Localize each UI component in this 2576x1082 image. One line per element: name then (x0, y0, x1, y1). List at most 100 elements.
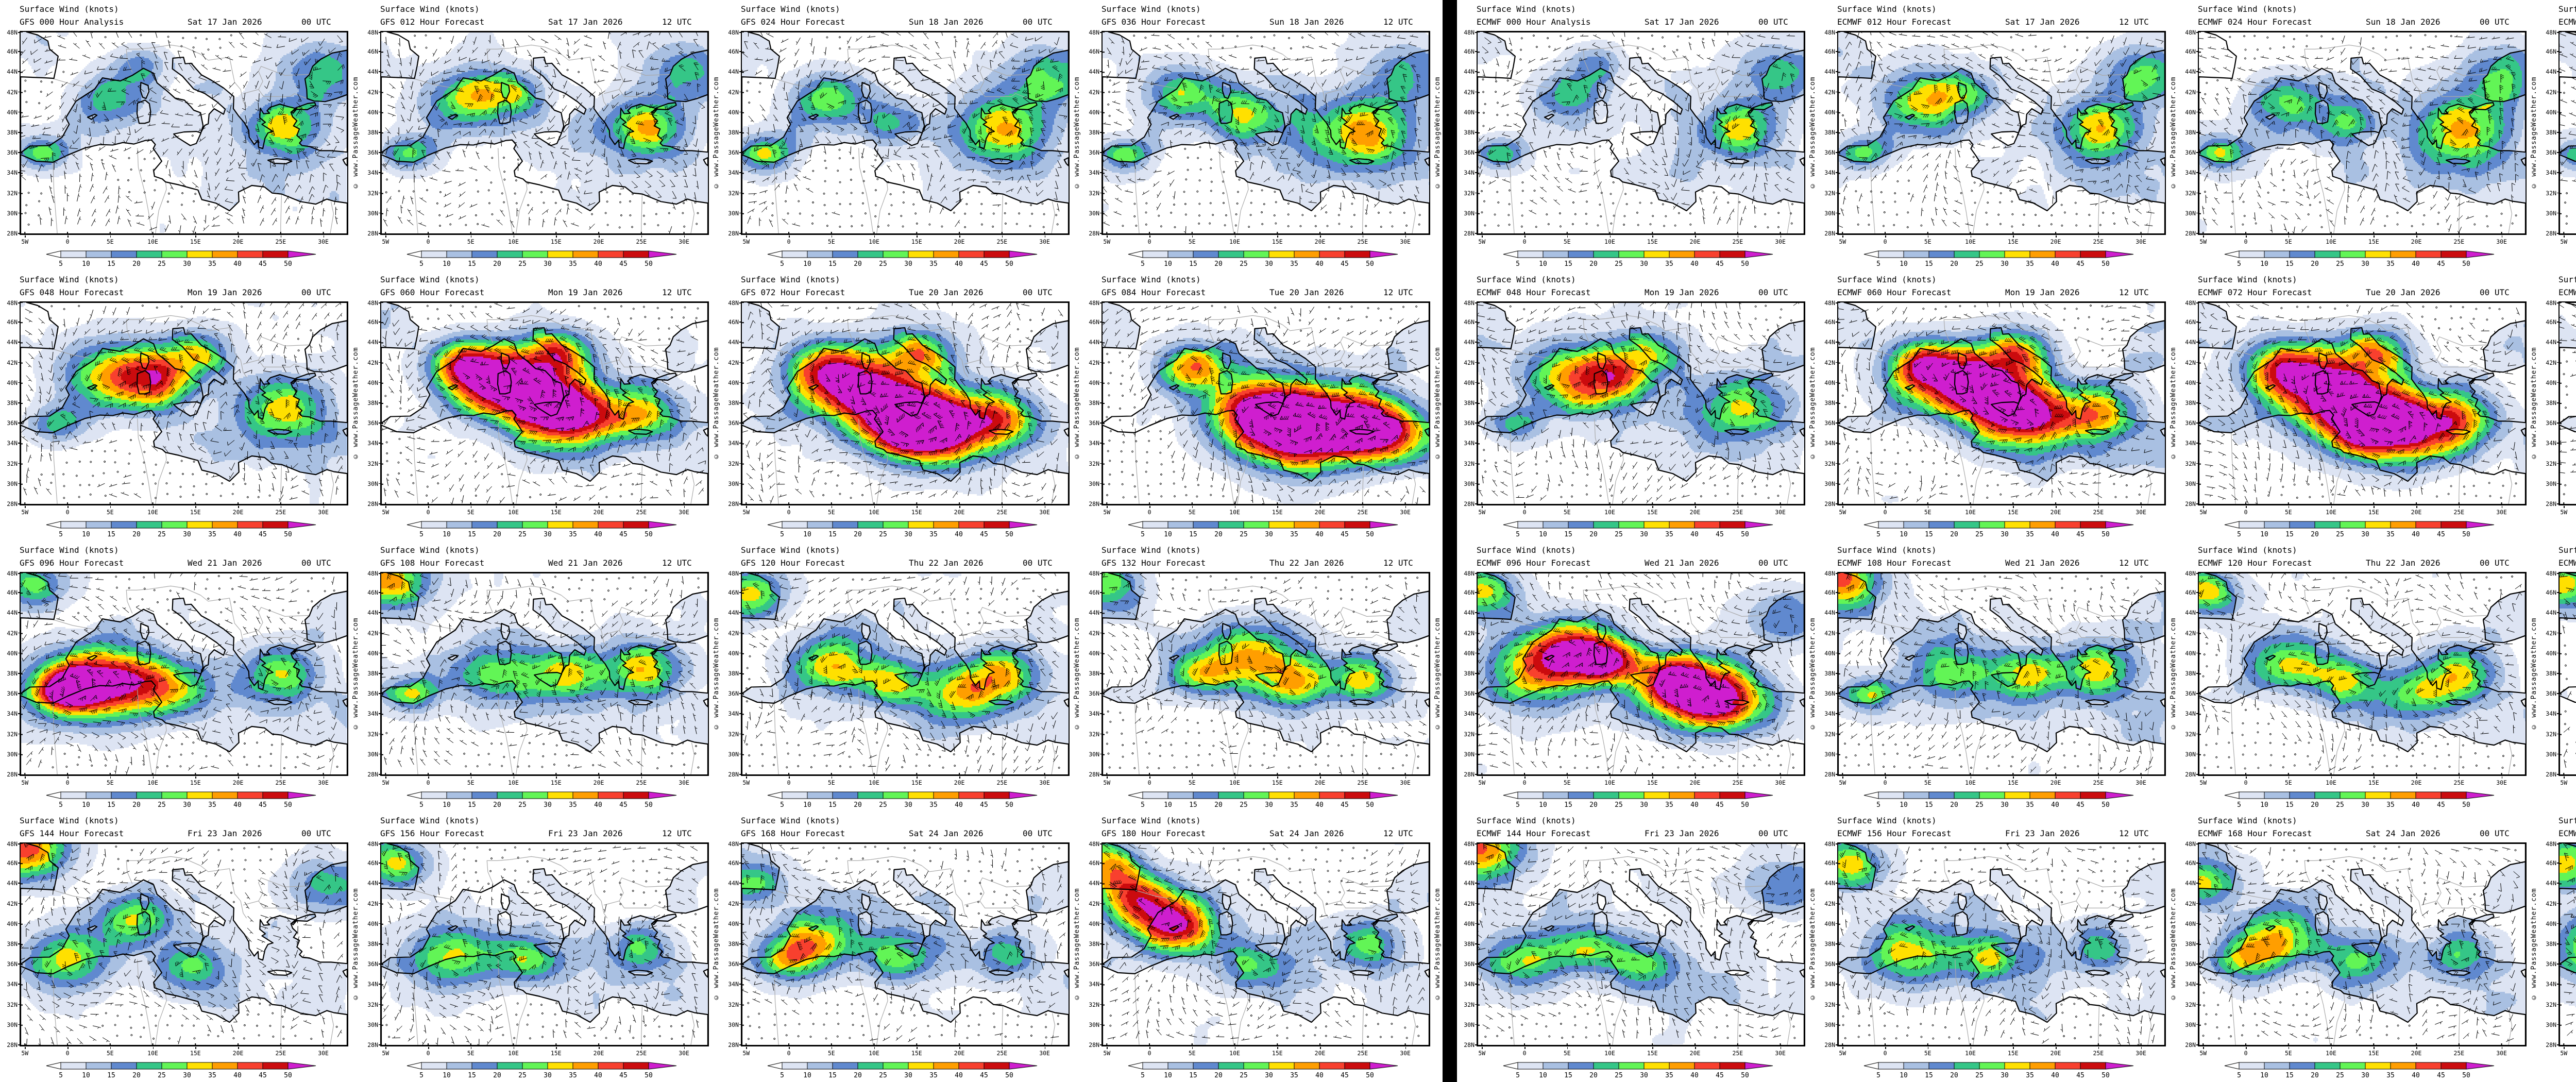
watermark: © www.PassageWeather.com (2530, 76, 2538, 190)
colorbar-tick-label: 20 (1589, 1072, 1598, 1079)
wind-map-canvas[interactable] (741, 572, 1070, 776)
wind-map-canvas[interactable] (1837, 301, 2166, 505)
panel-valid-date: Sat 24 Jan 2026 (1269, 829, 1344, 838)
lat-tick-label: 34N (1, 711, 21, 717)
colorbar-band (161, 1062, 188, 1070)
wind-map-canvas[interactable] (2198, 301, 2527, 505)
wind-map-canvas[interactable] (380, 842, 709, 1046)
lon-tick-label: 20E (1310, 235, 1330, 245)
wind-map-canvas[interactable] (1477, 572, 1805, 776)
lon-tick-label: 0 (1139, 1047, 1160, 1057)
wind-speed-colorbar: 5 10 15 20 25 30 35 40 45 50 (1128, 521, 1398, 538)
panel-variable-title: Surface Wind (knots) (1477, 816, 1576, 825)
colorbar-over-arrow (1369, 250, 1398, 258)
lon-tick-label: 5W (2553, 235, 2574, 245)
panel-valid-time: 00 UTC (1758, 288, 1788, 297)
colorbar-tick-label: 50 (1741, 1072, 1749, 1079)
colorbar-band (1903, 250, 1929, 258)
wind-map-canvas[interactable] (1837, 842, 2166, 1046)
lon-tick-label: 10E (503, 776, 524, 786)
colorbar-band (212, 250, 238, 258)
lon-tick-label: 20E (949, 1047, 970, 1057)
lat-tick-label: 38N (1458, 400, 1478, 406)
wind-map-canvas[interactable] (1477, 31, 1805, 235)
wind-map-canvas[interactable] (20, 842, 348, 1046)
wind-map-canvas[interactable] (20, 31, 348, 235)
wind-map-canvas[interactable] (2558, 572, 2576, 776)
wind-speed-colorbar: 5 10 15 20 25 30 35 40 45 50 (2224, 791, 2495, 809)
wind-map-canvas[interactable] (2558, 301, 2576, 505)
wind-map-canvas[interactable] (380, 31, 709, 235)
colorbar-band (1669, 791, 1695, 799)
colorbar-tick-label: 10 (803, 801, 811, 809)
colorbar-band (2029, 521, 2056, 529)
lon-tick-label: 5W (736, 776, 756, 786)
wind-map-canvas[interactable] (2558, 842, 2576, 1046)
wind-map-canvas[interactable] (2198, 572, 2527, 776)
wind-map-canvas[interactable] (1837, 572, 2166, 776)
colorbar-tick-label: 30 (1640, 260, 1648, 268)
lat-tick-label: 40N (362, 921, 381, 927)
colorbar-over-arrow (1009, 250, 1038, 258)
colorbar-band (262, 1062, 289, 1070)
wind-map-canvas[interactable] (2558, 31, 2576, 235)
lat-tick-label: 32N (1, 1002, 21, 1007)
colorbar-band (1243, 791, 1269, 799)
wind-map-canvas[interactable] (1101, 572, 1430, 776)
lat-tick-label: 28N (722, 501, 742, 507)
wind-map-canvas[interactable] (380, 301, 709, 505)
colorbar-tick-label: 5 (1876, 260, 1880, 268)
colorbar-tick-label: 45 (259, 531, 267, 538)
wind-map-canvas[interactable] (741, 301, 1070, 505)
colorbar-band (547, 250, 573, 258)
wind-map-canvas[interactable] (2198, 31, 2527, 235)
colorbar-tick-label: 35 (1665, 801, 1673, 809)
lat-tick-label: 30N (1819, 751, 1838, 757)
wind-map-canvas[interactable] (1837, 31, 2166, 235)
panel-run-line: ECMWF 144 Hour Forecast Fri 23 Jan 2026 … (1457, 829, 1818, 839)
lat-tick-label: 32N (1083, 1002, 1103, 1007)
colorbar-band (2415, 1062, 2442, 1070)
panel-run-label: GFS 132 Hour Forecast (1101, 558, 1206, 568)
lat-tick-label: 34N (1, 441, 21, 446)
colorbar-band (1268, 791, 1295, 799)
wind-map-canvas[interactable] (380, 572, 709, 776)
lon-tick-label: 5E (1182, 1047, 1202, 1057)
wind-map-canvas[interactable] (1477, 301, 1805, 505)
colorbar-tick-label: 15 (2285, 801, 2294, 809)
lon-tick-label: 0 (778, 506, 799, 516)
wind-map-canvas[interactable] (1101, 301, 1430, 505)
wind-map-canvas[interactable] (20, 572, 348, 776)
lat-tick-label: 28N (2179, 230, 2199, 236)
wind-map-canvas[interactable] (741, 31, 1070, 235)
lat-tick-label: 38N (722, 400, 742, 406)
wind-map-canvas[interactable] (1101, 31, 1430, 235)
wind-map-canvas[interactable] (2198, 842, 2527, 1046)
lon-tick-label: 15E (2003, 235, 2023, 245)
panel-run-line: GFS 156 Hour Forecast Fri 23 Jan 2026 12… (361, 829, 721, 839)
colorbar-tick-label: 35 (2026, 801, 2034, 809)
lon-tick-label: 25E (631, 776, 652, 786)
lat-tick-label: 44N (2179, 69, 2199, 75)
wind-map-canvas[interactable] (741, 842, 1070, 1046)
lat-tick-label: 40N (1458, 650, 1478, 656)
watermark: © www.PassageWeather.com (1073, 888, 1081, 1001)
panel-valid-time: 00 UTC (1023, 558, 1053, 568)
lon-tick-label: 5E (1557, 235, 1578, 245)
wind-map-canvas[interactable] (1101, 842, 1430, 1046)
lat-tick-label: 40N (1, 380, 21, 386)
colorbar-band (883, 521, 909, 529)
colorbar-tick-label: 35 (2026, 1072, 2034, 1079)
colorbar-tick-label: 20 (493, 260, 501, 268)
wind-map-canvas[interactable] (20, 301, 348, 505)
colorbar-band (60, 250, 87, 258)
wind-map-canvas[interactable] (1477, 842, 1805, 1046)
colorbar-band (1243, 1062, 1269, 1070)
panel-run-label: ECMWF 048 Hour Forecast (1477, 288, 1591, 297)
colorbar-band (2080, 521, 2106, 529)
colorbar-tick-label: 15 (1189, 531, 1197, 538)
colorbar-band (984, 1062, 1010, 1070)
forecast-panel: Surface Wind (knots) GFS 096 Hour Foreca… (0, 541, 361, 812)
